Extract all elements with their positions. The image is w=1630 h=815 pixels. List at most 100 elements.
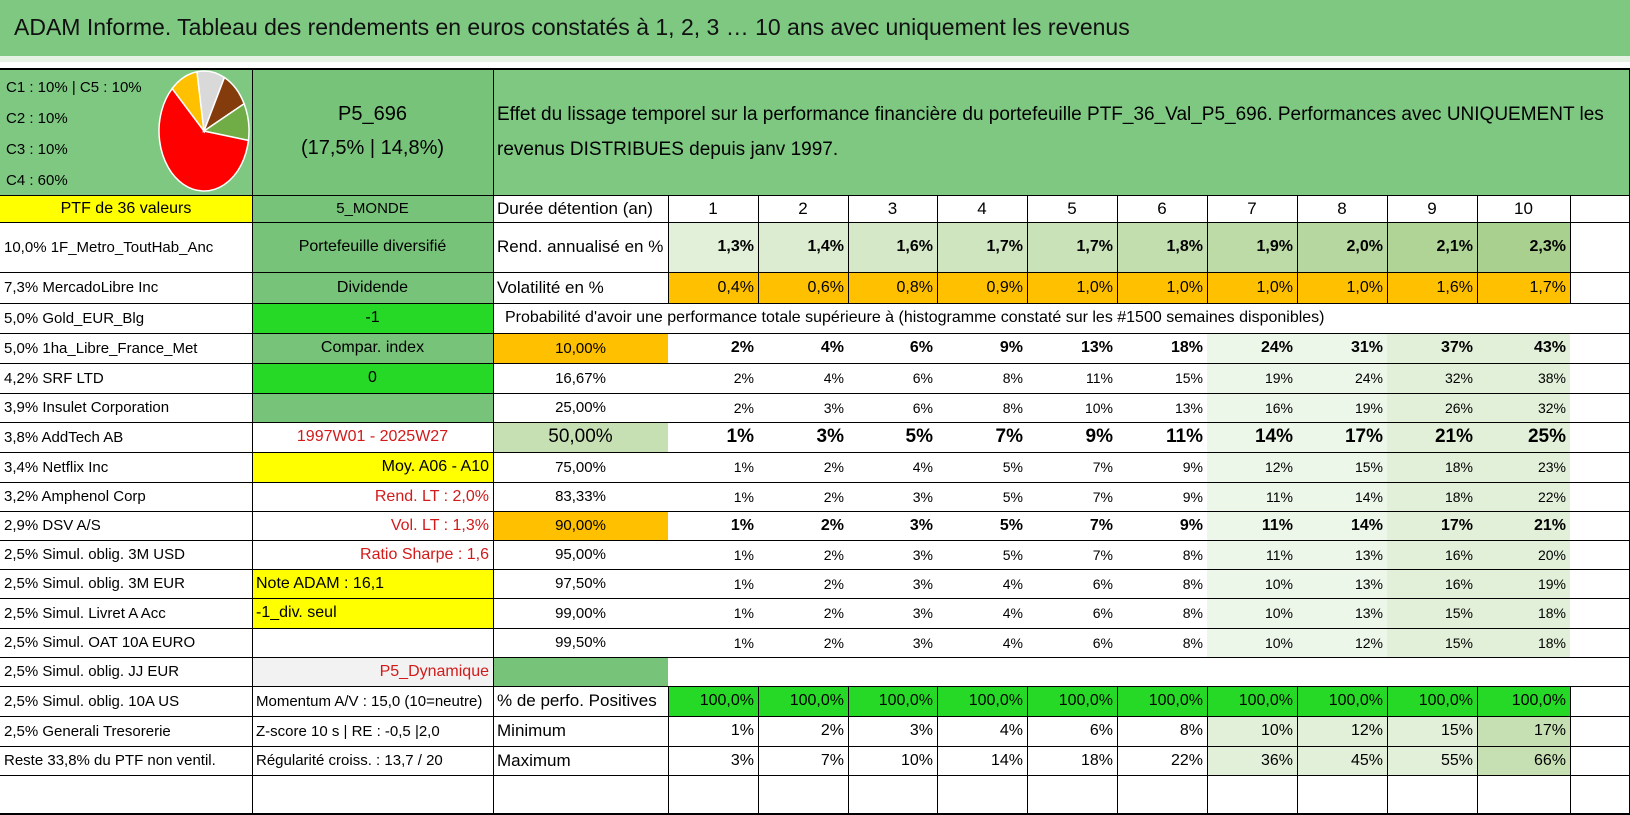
vol-label: Volatilité en % — [497, 277, 604, 297]
proba-threshold: 83,33% — [555, 488, 606, 505]
title-bar: ADAM Informe. Tableau des rendements en … — [0, 0, 1630, 62]
grid-line — [1297, 195, 1298, 303]
info-cell: Moy. A06 - A10 — [252, 452, 493, 482]
holding-row: 2,5% Simul. oblig. 3M USD — [4, 546, 185, 563]
proba-value: 9% — [1085, 426, 1113, 447]
proba-value: 4% — [1002, 634, 1023, 651]
info-cell: Vol. LT : 1,3% — [390, 516, 489, 534]
proba-value: 4% — [823, 370, 844, 386]
proba-value: 14% — [1297, 511, 1387, 540]
portfolio-description: Effet du lissage temporel sur la perform… — [493, 68, 1630, 195]
allocation-line: C1 : 10% | C5 : 10% — [6, 78, 142, 96]
proba-value: 9% — [999, 339, 1023, 356]
info-cell: Dividende — [252, 272, 493, 303]
info-cell: Régularité croiss. : 13,7 / 20 — [256, 752, 443, 769]
proba-value: 3% — [909, 516, 933, 534]
holding-row: 3,4% Netflix Inc — [4, 458, 109, 476]
holding-row: 2,5% Simul. oblig. 3M EUR — [4, 575, 185, 592]
stat-value: 100,0% — [668, 686, 758, 716]
grid-line — [1117, 195, 1118, 303]
proba-value: 2% — [823, 546, 844, 563]
holding-row: 3,8% AddTech AB — [4, 428, 124, 446]
proba-value: 15% — [1174, 370, 1203, 386]
proba-value: 3% — [912, 575, 933, 592]
stat-value: 3% — [730, 751, 754, 769]
proba-value: 13% — [1297, 540, 1387, 569]
grid-line — [0, 657, 1630, 658]
holding-row: 2,5% Simul. oblig. 10A US — [4, 692, 180, 710]
info-cell — [252, 393, 493, 422]
proba-value: 3% — [823, 399, 844, 416]
proba-value: 10% — [1207, 628, 1297, 657]
holding-row: Reste 33,8% du PTF non ventil. — [4, 752, 216, 769]
holding-row: 2,9% DSV A/S — [4, 517, 101, 534]
page-title: ADAM Informe. Tableau des rendements en … — [14, 14, 1130, 40]
proba-value: 37% — [1387, 333, 1477, 363]
stat-value: 100,0% — [1117, 686, 1207, 716]
proba-value: 6% — [1092, 634, 1113, 651]
grid-line — [0, 333, 668, 334]
proba-value: 8% — [1182, 605, 1203, 621]
proba-value: 9% — [1179, 516, 1203, 534]
proba-value: 15% — [1297, 452, 1387, 482]
stat-value: 15% — [1387, 716, 1477, 746]
info-cell: -1 — [252, 303, 493, 333]
proba-value: 25% — [1477, 422, 1570, 452]
proba-value: 1% — [733, 634, 754, 651]
stat-label: % de perfo. Positives — [497, 691, 657, 710]
grid-line — [937, 195, 938, 303]
grid-line — [0, 303, 1630, 304]
proba-value: 23% — [1477, 452, 1570, 482]
grid-line — [0, 482, 1630, 483]
holding-row: 5,0% Gold_EUR_Blg — [4, 309, 145, 327]
proba-value: 5% — [1002, 459, 1023, 475]
stat-value: 100,0% — [937, 686, 1027, 716]
proba-value: 22% — [1477, 482, 1570, 511]
year-header: 10 — [1514, 198, 1533, 218]
grid-line — [0, 686, 668, 687]
proba-threshold: 90,00% — [493, 511, 668, 540]
info-cell: 1997W01 - 2025W27 — [296, 428, 449, 445]
proba-value: 13% — [1297, 569, 1387, 598]
proba-value: 13% — [1080, 339, 1113, 356]
grid-line — [1387, 686, 1388, 815]
info-cell: P5_Dynamique — [252, 657, 493, 686]
proba-value: 1% — [726, 426, 754, 447]
proba-threshold: 50,00% — [493, 422, 668, 452]
rend-value: 1,7% — [1027, 222, 1117, 272]
proba-value: 3% — [816, 426, 844, 447]
info-cell: Momentum A/V : 15,0 (10=neutre) — [256, 692, 483, 710]
rend-value: 2,3% — [1477, 222, 1570, 272]
proba-value: 12% — [1297, 628, 1387, 657]
grid-line — [0, 511, 1630, 512]
stat-value: 18% — [1080, 751, 1113, 769]
year-header: 8 — [1337, 198, 1347, 218]
grid-line — [848, 195, 849, 303]
grid-line — [0, 746, 1630, 747]
proba-value: 8% — [1182, 634, 1203, 651]
proba-value: 4% — [912, 459, 933, 475]
duration-label: Durée détention (an) — [497, 198, 653, 218]
proba-value: 43% — [1477, 333, 1570, 363]
grid-line — [1207, 686, 1208, 815]
proba-value: 38% — [1477, 363, 1570, 393]
holding-row: 3,9% Insulet Corporation — [4, 399, 170, 416]
grid-line — [0, 569, 1630, 570]
vol-value: 0,8% — [848, 272, 937, 303]
proba-value: 11% — [1166, 426, 1203, 447]
grid-line — [493, 68, 494, 815]
proba-value: 9% — [1182, 488, 1203, 505]
allocation-line: C3 : 10% — [6, 140, 68, 158]
rend-value: 1,7% — [937, 222, 1027, 272]
grid-line — [0, 775, 1630, 776]
grid-line — [758, 686, 759, 815]
zone-label: 5_MONDE — [252, 195, 493, 222]
stat-value: 12% — [1297, 716, 1387, 746]
proba-value: 19% — [1297, 393, 1387, 422]
rend-value: 1,9% — [1207, 222, 1297, 272]
rend-value: 1,4% — [758, 222, 848, 272]
vol-value: 1,0% — [1117, 272, 1207, 303]
stat-value: 100,0% — [1297, 686, 1387, 716]
proba-threshold: 16,67% — [555, 369, 606, 387]
grid-line — [0, 422, 1630, 423]
